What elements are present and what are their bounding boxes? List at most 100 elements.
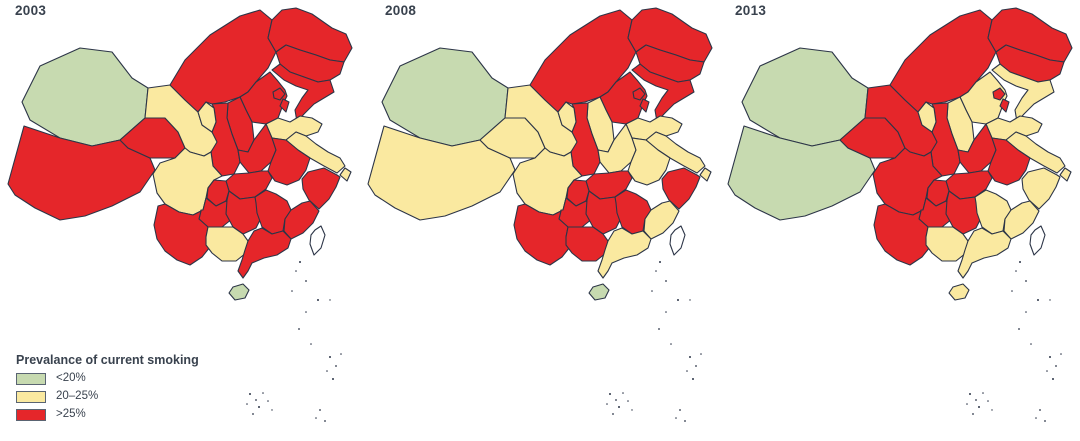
province-liaoning [991,63,1055,123]
china-map-2008 [367,7,713,422]
island-dot [975,399,977,401]
island-dot [1019,261,1021,263]
province-beijing [632,87,646,101]
island-dot [1015,270,1017,272]
map-panel-2003: 2003 [0,0,360,441]
map-panel-2008: 2008 [360,0,720,441]
island-dot [689,356,691,358]
legend: Prevalance of current smoking <20% 20–25… [12,353,199,426]
island-dot [267,400,269,402]
china-map-2013 [727,7,1073,422]
legend-swatch-lt20 [16,372,46,385]
island-dot [252,413,254,415]
province-beijing [272,87,286,101]
island-dot [271,409,273,411]
island-dot [670,343,672,345]
province-hainan [228,283,250,301]
island-dot [291,290,293,292]
province-zhejiang [1021,167,1061,210]
province-shanghai [339,167,352,182]
island-dot [631,409,633,411]
province-taiwan [1029,225,1046,256]
island-dot [324,420,326,422]
province-ningxia [557,101,577,133]
island-dot [651,290,653,292]
province-guangxi [205,226,249,262]
province-anhui [627,137,671,186]
province-hunan [585,190,623,235]
island-dot [335,365,337,367]
year-label-2003: 2003 [15,3,47,18]
island-dot [1018,328,1020,330]
legend-swatch-20to25 [16,390,46,403]
island-dot [1060,353,1062,355]
province-anhui [267,137,311,186]
island-dot [982,392,984,394]
province-shanghai [1059,167,1072,182]
island-dot [618,406,620,408]
island-dot [329,356,331,358]
legend-label-20to25: 20–25% [56,390,99,402]
island-dot [258,406,260,408]
china-map-2003 [7,7,353,422]
island-dot [658,328,660,330]
province-guangdong [237,227,292,279]
island-dot [1055,365,1057,367]
year-label-2008: 2008 [385,3,417,18]
province-zhejiang [661,167,701,210]
province-ningxia [197,101,217,133]
island-dot [1049,299,1051,301]
island-dot [686,370,688,372]
province-hainan [588,283,610,301]
island-dot [677,299,679,301]
island-dot [966,403,968,405]
island-dot [298,328,300,330]
island-dot [665,311,667,313]
island-dot [1025,280,1027,282]
province-guangdong [957,227,1012,279]
province-fujian [643,200,680,240]
island-dot [1046,370,1048,372]
province-shanghai [699,167,712,182]
island-dot [684,420,686,422]
province-ningxia [917,101,937,133]
province-guangxi [925,226,969,262]
province-tianjin [999,98,1010,113]
province-hainan [948,283,970,301]
island-dot [1052,378,1054,380]
island-dot [991,409,993,411]
island-dot [317,299,319,301]
island-dot [340,353,342,355]
island-dot [319,409,321,411]
province-tibet [727,125,876,221]
island-dot [255,399,257,401]
island-dot [310,343,312,345]
island-dot [972,413,974,415]
island-dot [262,392,264,394]
province-taiwan [309,225,326,256]
province-tianjin [279,98,290,113]
island-dot [695,365,697,367]
island-dot [987,400,989,402]
province-beijing [992,87,1006,101]
legend-item-lt20: <20% [16,372,199,385]
island-dot [659,261,661,263]
island-dot [655,270,657,272]
island-dot [627,400,629,402]
province-hunan [225,190,263,235]
province-hebei [959,71,1008,125]
province-tianjin [639,98,650,113]
province-hebei [599,71,648,125]
island-dot [969,393,971,395]
island-dot [609,393,611,395]
island-dot [1025,311,1027,313]
province-hunan [945,190,983,235]
island-dot [332,378,334,380]
island-dot [299,261,301,263]
island-dot [246,403,248,405]
island-dot [305,280,307,282]
province-taiwan [669,225,686,256]
island-dot [329,299,331,301]
province-guangxi [565,226,609,262]
